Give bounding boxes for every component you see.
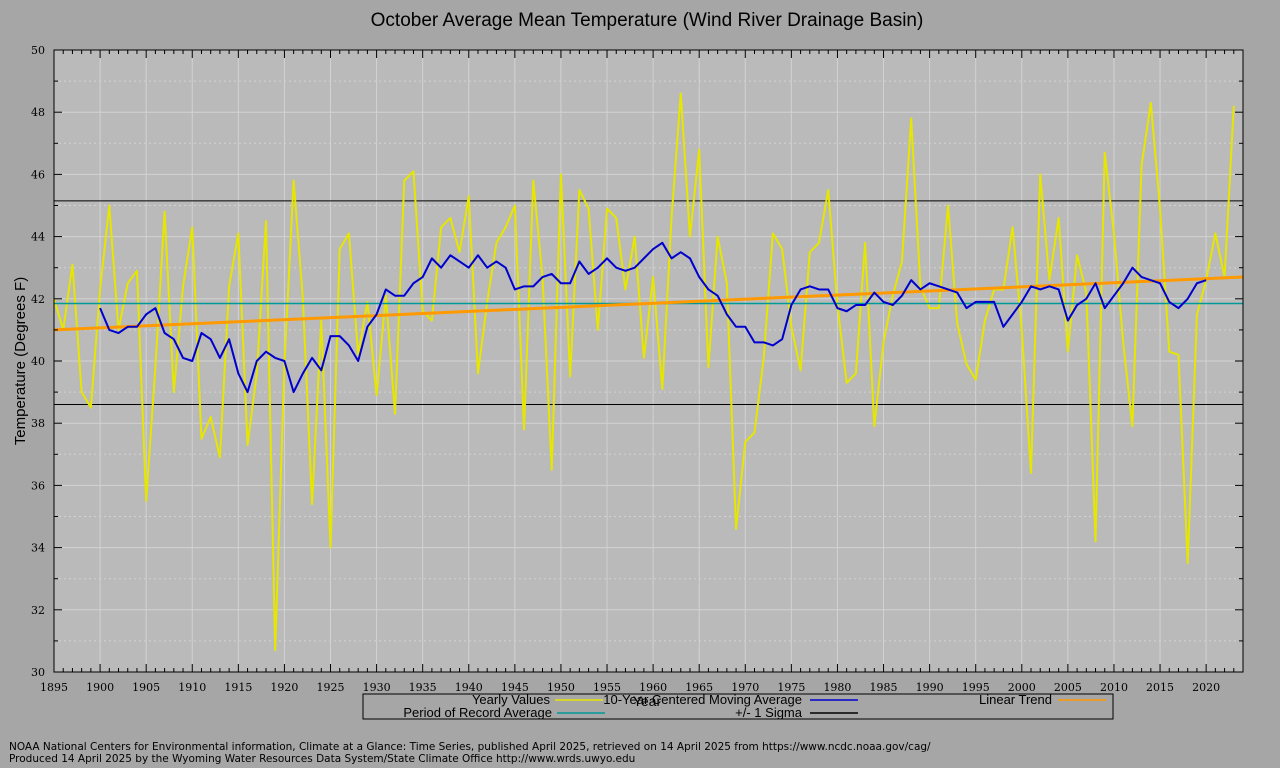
x-tick-label: 2015 xyxy=(1146,681,1174,694)
x-tick-label: 2020 xyxy=(1192,681,1220,694)
y-tick-label: 46 xyxy=(31,168,45,181)
plot-border xyxy=(53,49,1244,673)
x-tick-label: 1980 xyxy=(823,681,851,694)
x-tick-label: 1975 xyxy=(777,681,805,694)
x-tick-label: 1985 xyxy=(870,681,898,694)
x-tick-label: 1935 xyxy=(409,681,437,694)
x-tick-label: 1920 xyxy=(270,681,298,694)
x-tick-label: 1970 xyxy=(731,681,759,694)
x-tick-label: 1915 xyxy=(224,681,252,694)
x-axis-label: Year xyxy=(633,693,662,709)
x-tick-label: 1960 xyxy=(639,681,667,694)
x-tick-label: 2010 xyxy=(1100,681,1128,694)
chart-title: October Average Mean Temperature (Wind R… xyxy=(371,10,924,31)
x-tick-label: 1990 xyxy=(916,681,944,694)
footer-source: NOAA National Centers for Environmental … xyxy=(9,741,931,753)
legend-label: Yearly Values xyxy=(472,692,551,707)
x-tick-label: 1930 xyxy=(363,681,391,694)
series-yearly-values xyxy=(53,92,1235,652)
x-tick-label: 1895 xyxy=(40,681,68,694)
y-tick-label: 44 xyxy=(31,231,45,244)
y-tick-label: 30 xyxy=(31,666,45,679)
y-tick-label: 50 xyxy=(31,44,45,57)
series-moving-average xyxy=(99,241,1207,394)
legend-label: Linear Trend xyxy=(979,692,1052,707)
x-tick-label: 2000 xyxy=(1008,681,1036,694)
y-tick-label: 42 xyxy=(31,293,45,306)
y-tick-label: 38 xyxy=(31,417,45,430)
y-tick-label: 48 xyxy=(31,106,45,119)
series-linear-trend xyxy=(53,275,1244,332)
y-tick-label: 32 xyxy=(31,604,45,617)
legend-label: 10-Year Centered Moving Average xyxy=(603,692,802,707)
footer-produced: Produced 14 April 2025 by the Wyoming Wa… xyxy=(9,753,636,765)
y-tick-label: 34 xyxy=(31,542,45,555)
x-tick-label: 1925 xyxy=(317,681,345,694)
x-tick-label: 1940 xyxy=(455,681,483,694)
x-tick-label: 1900 xyxy=(86,681,114,694)
legend-box xyxy=(362,693,1114,720)
legend-label: Period of Record Average xyxy=(403,705,552,720)
y-tick-label: 40 xyxy=(31,355,45,368)
legend: Yearly Values 10-Year Centered Moving Ave… xyxy=(362,692,1114,720)
x-tick-label: 1995 xyxy=(962,681,990,694)
x-tick-label: 2005 xyxy=(1054,681,1082,694)
legend-label: +/- 1 Sigma xyxy=(735,705,803,720)
y-tick-label: 36 xyxy=(31,479,45,492)
y-axis-label: Temperature (Degrees F) xyxy=(12,277,29,445)
x-tick-label: 1910 xyxy=(178,681,206,694)
x-tick-label: 1905 xyxy=(132,681,160,694)
x-tick-label: 1965 xyxy=(685,681,713,694)
x-tick-label: 1955 xyxy=(593,681,621,694)
x-tick-label: 1950 xyxy=(547,681,575,694)
x-tick-label: 1945 xyxy=(501,681,529,694)
